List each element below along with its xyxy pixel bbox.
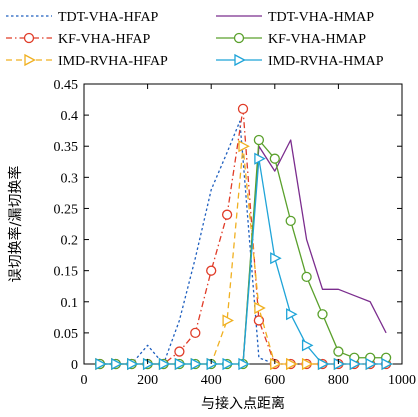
series-kf-vha-hmap [94,134,392,370]
data-point [285,215,296,227]
data-point [317,357,330,371]
y-tick-label: 0.45 [54,78,79,93]
series-layer [94,103,393,371]
data-point [270,252,282,265]
data-point [269,153,280,164]
y-axis: 0 0.05 0.1 0.15 0.2 0.25 0.3 0.35 0.4 0.45 [54,78,402,373]
x-tick-label: 0 [81,373,88,388]
data-point [333,346,344,357]
legend-item: IMD-RVHA-HMAP [216,53,384,69]
series-imd-rvha-hmap [95,152,393,371]
data-point [111,357,123,371]
y-tick-label: 0.35 [54,140,79,155]
y-tick-label: 0 [71,358,78,373]
legend: TDT-VHA-HFAP KF-VHA-HFAP IMD-RVHA-HFAP TDT-… [6,10,384,69]
data-point [270,357,282,371]
data-point [221,209,233,220]
data-point [238,357,250,371]
data-point [254,152,266,165]
data-point [365,357,378,371]
data-point [233,32,245,44]
y-tick-label: 0.05 [54,327,79,342]
series-line [99,120,276,365]
data-point [317,309,328,320]
x-axis: 0 200 400 600 800 1000 [81,84,416,388]
data-point [301,357,314,371]
y-tick-label: 0.25 [54,202,79,217]
legend-label: TDT-VHA-HMAP [268,10,374,25]
data-point [222,314,234,327]
data-point [158,357,171,371]
data-point [142,357,155,371]
series-line [99,158,387,365]
data-point [174,357,187,371]
y-tick-label: 0.4 [61,109,79,124]
y-tick-label: 0.15 [54,265,79,280]
data-point [253,134,265,146]
data-point [95,357,107,371]
legend-item: IMD-RVHA-HFAP [6,53,168,69]
y-tick-label: 0.2 [61,234,79,249]
legend-item: KF-VHA-HFAP [6,32,151,47]
legend-label: IMD-RVHA-HFAP [58,54,168,69]
x-tick-label: 400 [201,373,222,388]
data-point [349,357,362,371]
x-tick-label: 200 [137,373,158,388]
plot-frame [83,83,403,365]
data-point [286,357,298,371]
legend-item: KF-VHA-HMAP [216,32,366,47]
data-point [286,308,298,321]
data-point [222,357,234,371]
data-point [238,140,250,153]
legend-label: IMD-RVHA-HMAP [268,54,384,69]
data-point [23,32,35,44]
y-tick-label: 0.3 [61,171,79,186]
x-tick-label: 600 [264,373,285,388]
x-axis-title: 与接入点距离 [201,395,285,412]
legend-label: TDT-VHA-HFAP [58,10,159,25]
data-point [24,53,36,67]
legend-item: TDT-VHA-HFAP [6,10,159,25]
legend-label: KF-VHA-HFAP [58,32,151,47]
data-point [381,357,393,371]
data-point [206,265,217,276]
x-tick-label: 1000 [388,373,416,388]
series-line [242,139,387,365]
legend-label: KF-VHA-HMAP [268,32,366,47]
data-point [301,271,312,283]
legend-item: TDT-VHA-HMAP [216,10,374,25]
data-point [254,301,266,315]
series-tdt-vha-hfap [99,120,276,365]
y-axis-title: 误切换率/漏切换率 [7,166,24,283]
series-line [99,145,387,365]
plot-area: 0 200 400 600 800 1000 0 0.05 0.1 0.15 0.2 0.25 0.3… [54,78,417,388]
data-point [301,339,314,352]
data-point [333,357,346,371]
data-point [234,53,246,67]
data-point [127,357,139,371]
y-tick-label: 0.1 [61,296,79,311]
data-point [237,103,249,115]
series-tdt-vha-hmap [242,139,387,365]
series-line [99,139,387,365]
data-point [174,346,185,357]
data-point [190,327,201,339]
x-tick-label: 800 [328,373,349,388]
data-point [206,357,219,371]
data-point [190,357,203,371]
